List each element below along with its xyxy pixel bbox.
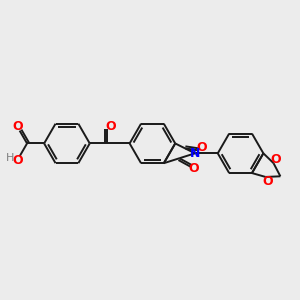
Text: O: O: [189, 162, 200, 176]
Text: O: O: [106, 120, 116, 133]
Text: O: O: [12, 154, 23, 167]
Text: O: O: [271, 152, 281, 166]
Text: O: O: [197, 141, 207, 154]
Text: N: N: [190, 147, 200, 160]
Text: O: O: [13, 120, 23, 133]
Text: H: H: [6, 153, 14, 163]
Text: O: O: [262, 175, 273, 188]
